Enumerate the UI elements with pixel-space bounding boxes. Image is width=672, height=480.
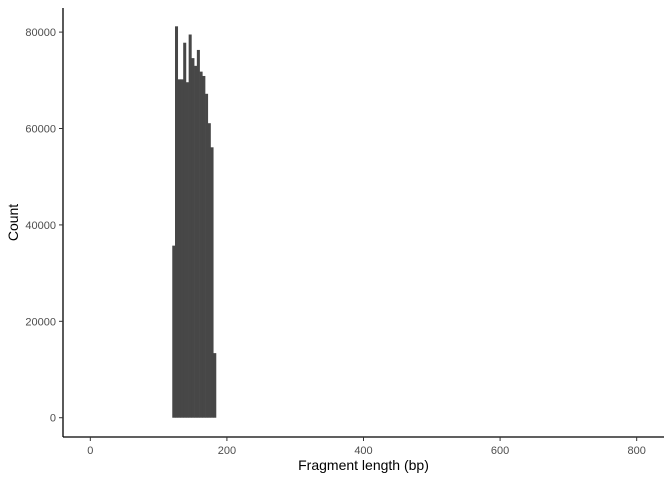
y-axis-ticks: 0 20000 40000 60000 80000 [25,27,63,425]
x-tick-label-2: 400 [354,445,372,457]
x-axis-title: Fragment length (bp) [298,457,429,473]
histogram-bar-9 [196,49,200,418]
y-tick-label-4: 80000 [25,27,56,39]
histogram-bar-4 [183,42,187,418]
x-tick-label-4: 800 [628,445,646,457]
y-tick-label-2: 40000 [25,220,56,232]
histogram-bar-14 [210,147,214,418]
y-tick-label-0: 0 [50,413,56,425]
y-tick-label-1: 20000 [25,316,56,328]
histogram-bar-10 [199,71,203,418]
histogram-bar-8 [194,65,198,418]
histogram-bars [172,26,217,418]
x-tick-label-1: 200 [218,445,236,457]
histogram-bar-6 [188,34,192,418]
histogram-bar-2 [177,79,181,418]
histogram-bar-11 [202,75,206,418]
x-tick-label-3: 600 [491,445,509,457]
y-axis-title: Count [5,204,21,241]
y-tick-label-3: 60000 [25,124,56,136]
x-tick-label-0: 0 [87,445,93,457]
histogram-bar-3 [180,79,184,418]
histogram-bar-12 [205,93,209,418]
histogram-bar-5 [185,82,189,418]
x-axis-ticks: 0 200 400 600 800 [87,437,646,457]
histogram-bar-15 [213,353,217,418]
histogram-bar-0 [172,245,176,418]
histogram-bar-7 [191,58,195,418]
histogram-bar-1 [175,26,179,418]
histogram-bar-13 [207,123,211,418]
